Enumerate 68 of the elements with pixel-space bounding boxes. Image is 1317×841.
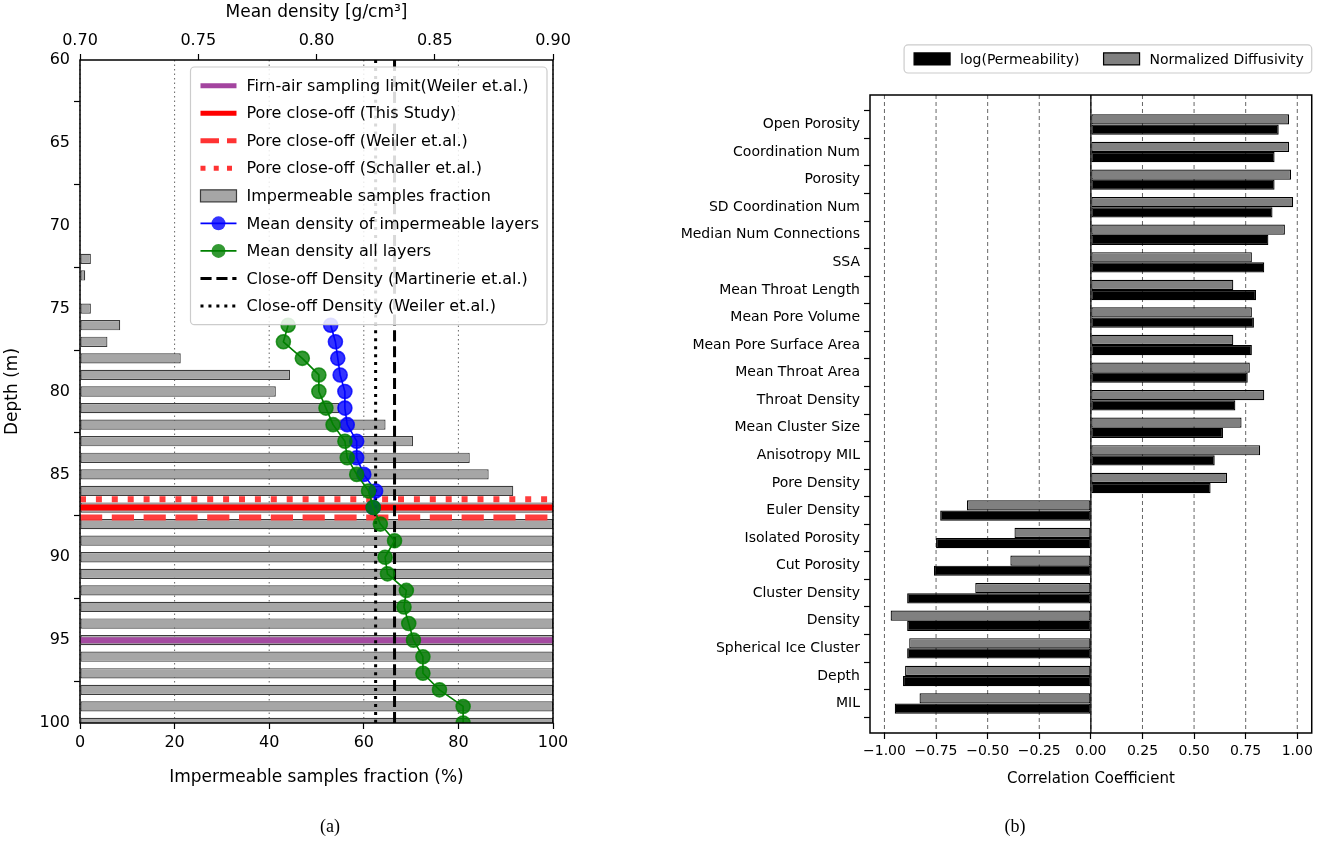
y-tick-label: 90	[49, 546, 70, 566]
x-tick-label: 40	[259, 731, 280, 751]
x-tick-label: 0	[74, 731, 86, 751]
y-tick-label: SSA	[832, 253, 861, 269]
x-tick-label: 60	[353, 731, 374, 751]
x2-tick-label: 0.70	[62, 29, 98, 49]
y-tick-label: 100	[39, 712, 70, 732]
y-tick-label: Spherical Ice Cluster	[715, 639, 861, 655]
y-tick-label: Anisotropy MIL	[756, 446, 861, 462]
legend-label: Firn-air sampling limit(Weiler et.al.)	[246, 75, 529, 95]
y-tick-label: Density	[806, 611, 860, 628]
x2-tick-label: 0.80	[298, 29, 335, 49]
x2-tick-label: 0.85	[416, 29, 453, 49]
y-tick-label: Cluster Density	[752, 583, 860, 600]
x2-axis-title: Mean density [g/cm³]	[225, 0, 408, 21]
x-tick-label: 100	[537, 731, 569, 751]
y-tick-label: Open Porosity	[762, 115, 860, 132]
y-tick-label: Coordination Num	[733, 142, 860, 159]
y-tick-label: SD Coordination Num	[708, 197, 860, 214]
y-tick-label: 95	[49, 629, 70, 649]
y-tick-label: Throat Density	[755, 390, 860, 407]
x-axis-title: Correlation Coefficient	[1006, 768, 1175, 787]
legend-label: Normalized Diffusivity	[1149, 50, 1304, 67]
y-tick-label: Cut Porosity	[775, 556, 860, 573]
x-tick-label: −0.50	[966, 742, 1010, 759]
x-axis-title: Impermeable samples fraction (%)	[169, 766, 464, 787]
y-tick-label: Euler Density	[766, 501, 860, 518]
legend-label: Mean density of impermeable layers	[246, 213, 540, 233]
y-tick-label: 75	[49, 297, 70, 317]
y-tick-label: 65	[49, 132, 70, 152]
y-tick-label: Pore Density	[771, 473, 860, 490]
legend-label: Pore close-off (This Study)	[246, 103, 457, 123]
x-tick-label: −0.75	[914, 742, 958, 759]
x2-tick-label: 0.75	[180, 29, 217, 49]
y-tick-label: Mean Throat Length	[719, 280, 860, 297]
ref-line-label: Close-off Density (Weiler et.al.)	[246, 296, 497, 316]
y-tick-label: 85	[49, 463, 70, 483]
y-tick-label: Mean Pore Volume	[730, 308, 860, 325]
x-tick-label: 1.00	[1281, 742, 1313, 759]
x-tick-label: 80	[448, 731, 469, 751]
x-tick-label: −1.00	[863, 742, 906, 759]
x-tick-label: 0.00	[1075, 742, 1107, 759]
legend-label: Impermeable samples fraction	[246, 186, 491, 205]
x-tick-label: 0.75	[1230, 742, 1262, 759]
y-axis-title: Depth (m)	[0, 347, 21, 436]
x-tick-label: 0.25	[1126, 742, 1159, 759]
text: (b)	[1004, 816, 1026, 837]
x-tick-label: 20	[164, 731, 185, 751]
y-tick-label: Depth	[817, 666, 860, 683]
x-tick-label: 0.50	[1178, 742, 1210, 759]
x2-tick-label: 0.90	[535, 29, 571, 49]
y-tick-label: Median Num Connections	[680, 225, 860, 242]
text: (a)	[320, 816, 340, 837]
x-tick-label: −0.25	[1017, 742, 1061, 759]
y-tick-label: Isolated Porosity	[744, 528, 860, 545]
y-tick-label: Mean Pore Surface Area	[692, 335, 860, 352]
y-tick-label: MIL	[835, 694, 861, 711]
y-tick-label: 60	[49, 49, 70, 69]
ref-line-label: Close-off Density (Martinerie et.al.)	[246, 268, 528, 288]
y-tick-label: Mean Cluster Size	[734, 418, 860, 435]
y-tick-label: 80	[49, 380, 70, 400]
y-tick-label: Porosity	[804, 170, 860, 187]
legend-label: log(Permeability)	[960, 50, 1080, 67]
y-tick-label: Mean Throat Area	[735, 363, 860, 380]
legend-label: Mean density all layers	[246, 241, 432, 261]
legend-label: Pore close-off (Weiler et.al.)	[246, 130, 468, 150]
legend-label: Pore close-off (Schaller et.al.)	[246, 158, 483, 178]
y-tick-label: 70	[49, 214, 70, 234]
